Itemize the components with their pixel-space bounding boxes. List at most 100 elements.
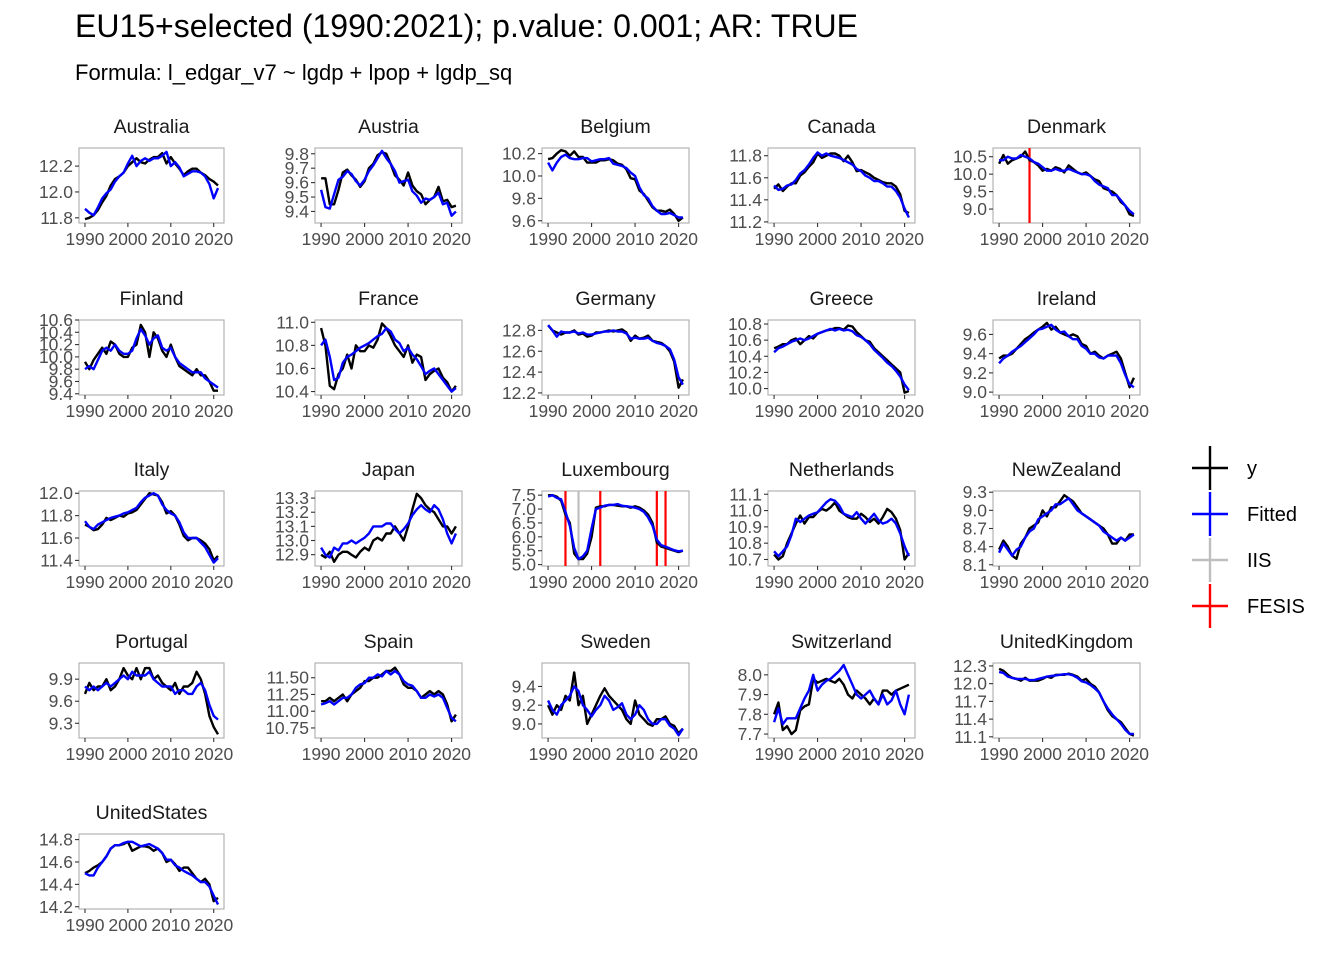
x-tick-label-greece: 2000 [798, 401, 837, 421]
y-tick-label-netherlands: 11.1 [729, 484, 762, 504]
x-tick-label-australia: 1990 [66, 229, 105, 249]
legend-label-fitted: Fitted [1247, 504, 1297, 526]
y-tick-label-greece: 10.2 [728, 362, 762, 382]
strip-label-germany: Germany [575, 288, 655, 310]
y-tick-label-canada: 11.4 [729, 190, 762, 210]
x-tick-label-australia: 2020 [194, 229, 233, 249]
y-line-spain [321, 666, 457, 723]
y-tick-label-belgium: 9.6 [512, 211, 536, 231]
y-tick-label-france: 10.8 [275, 335, 309, 355]
x-tick-label-ireland: 2010 [1067, 401, 1106, 421]
y-tick-label-italy: 11.6 [40, 528, 73, 548]
x-tick-label-netherlands: 2020 [885, 572, 924, 592]
x-tick-label-italy: 2010 [151, 572, 190, 592]
x-tick-label-germany: 2020 [659, 401, 698, 421]
fitted-line-switzerland [772, 663, 911, 726]
y-tick-label-denmark: 9.0 [963, 199, 988, 219]
x-tick-label-switzerland: 1990 [755, 744, 794, 764]
fitted-line-australia [84, 150, 220, 217]
y-tick-label-italy: 12.0 [39, 483, 73, 503]
y-tick-label-belgium: 10.2 [502, 144, 536, 164]
y-tick-label-unitedstates: 14.6 [39, 852, 73, 872]
x-tick-label-germany: 1990 [529, 401, 568, 421]
y-tick-label-luxembourg: 6.0 [512, 527, 537, 547]
strip-label-ireland: Ireland [1037, 288, 1097, 310]
panel-border-greece [767, 319, 916, 396]
x-tick-label-austria: 1990 [302, 229, 341, 249]
x-tick-label-ireland: 2000 [1023, 401, 1062, 421]
y-tick-label-luxembourg: 7.0 [512, 499, 537, 519]
x-tick-label-newzealand: 2020 [1110, 572, 1149, 592]
strip-label-finland: Finland [120, 288, 184, 310]
strip-label-austria: Austria [358, 116, 419, 138]
y-tick-label-canada: 11.2 [729, 212, 762, 232]
y-tick-label-japan: 12.9 [275, 545, 309, 565]
y-tick-label-switzerland: 7.9 [738, 685, 762, 705]
x-tick-label-denmark: 2000 [1023, 229, 1062, 249]
y-tick-label-spain: 11.50 [267, 668, 310, 688]
y-tick-label-switzerland: 7.7 [738, 724, 762, 744]
x-tick-label-ireland: 1990 [980, 401, 1019, 421]
strip-label-luxembourg: Luxembourg [561, 459, 669, 481]
x-tick-label-sweden: 2000 [572, 744, 611, 764]
x-tick-label-unitedstates: 2010 [151, 915, 190, 935]
strip-label-belgium: Belgium [580, 116, 650, 138]
y-tick-label-france: 10.6 [275, 358, 309, 378]
fitted-line-canada [773, 151, 910, 219]
panel-border-newzealand [992, 490, 1141, 567]
fitted-line-italy [84, 492, 219, 564]
x-tick-label-unitedkingdom: 2010 [1067, 744, 1106, 764]
y-tick-label-netherlands: 10.8 [728, 533, 762, 553]
y-tick-label-portugal: 9.3 [49, 713, 73, 733]
x-tick-label-newzealand: 2000 [1023, 572, 1062, 592]
x-tick-label-japan: 2000 [345, 572, 384, 592]
x-tick-label-ireland: 2020 [1110, 401, 1149, 421]
y-tick-label-unitedkingdom: 11.4 [954, 709, 987, 729]
y-tick-label-newzealand: 9.0 [963, 500, 988, 520]
x-tick-label-france: 2000 [345, 401, 384, 421]
x-tick-label-canada: 1990 [755, 229, 794, 249]
y-tick-label-unitedkingdom: 11.1 [954, 727, 987, 747]
strip-label-spain: Spain [364, 631, 414, 653]
x-tick-label-austria: 2000 [345, 229, 384, 249]
y-tick-label-sweden: 9.4 [512, 676, 537, 696]
x-tick-label-luxembourg: 2020 [659, 572, 698, 592]
y-tick-label-ireland: 9.4 [963, 344, 988, 364]
fitted-line-netherlands [773, 498, 910, 558]
y-tick-label-switzerland: 8.0 [738, 665, 763, 685]
x-tick-label-newzealand: 2010 [1067, 572, 1106, 592]
x-tick-label-canada: 2010 [842, 229, 881, 249]
y-tick-label-unitedstates: 14.2 [39, 897, 73, 917]
x-tick-label-unitedkingdom: 2020 [1110, 744, 1149, 764]
y-tick-label-finland: 10.6 [39, 310, 73, 330]
y-tick-label-unitedstates: 14.8 [39, 830, 73, 850]
y-tick-label-sweden: 9.2 [512, 695, 536, 715]
panel-border-luxembourg [541, 490, 690, 567]
x-tick-label-germany: 2000 [572, 401, 611, 421]
y-tick-label-austria: 9.5 [285, 187, 309, 207]
fitted-line-greece [773, 327, 910, 391]
x-tick-label-sweden: 2010 [616, 744, 655, 764]
panel-border-spain [314, 662, 463, 739]
y-tick-label-canada: 11.8 [729, 146, 762, 166]
x-tick-label-italy: 2020 [194, 572, 233, 592]
fitted-line-sweden [547, 685, 684, 737]
fitted-line-luxembourg [547, 494, 684, 561]
x-tick-label-germany: 2010 [616, 401, 655, 421]
y-tick-label-finland: 10.0 [39, 347, 73, 367]
x-tick-label-australia: 2010 [151, 229, 190, 249]
y-tick-label-unitedkingdom: 12.0 [953, 674, 987, 694]
y-tick-label-unitedstates: 14.4 [39, 874, 73, 894]
x-tick-label-sweden: 1990 [529, 744, 568, 764]
x-tick-label-luxembourg: 1990 [529, 572, 568, 592]
x-tick-label-switzerland: 2020 [885, 744, 924, 764]
y-tick-label-ireland: 9.2 [963, 363, 987, 383]
x-tick-label-greece: 2010 [842, 401, 881, 421]
fitted-line-ireland [998, 323, 1135, 389]
y-tick-label-italy: 11.8 [40, 506, 73, 526]
y-tick-label-switzerland: 7.8 [738, 704, 762, 724]
y-tick-label-australia: 11.8 [40, 208, 73, 228]
x-tick-label-portugal: 2020 [194, 744, 233, 764]
y-tick-label-finland: 9.8 [49, 359, 73, 379]
